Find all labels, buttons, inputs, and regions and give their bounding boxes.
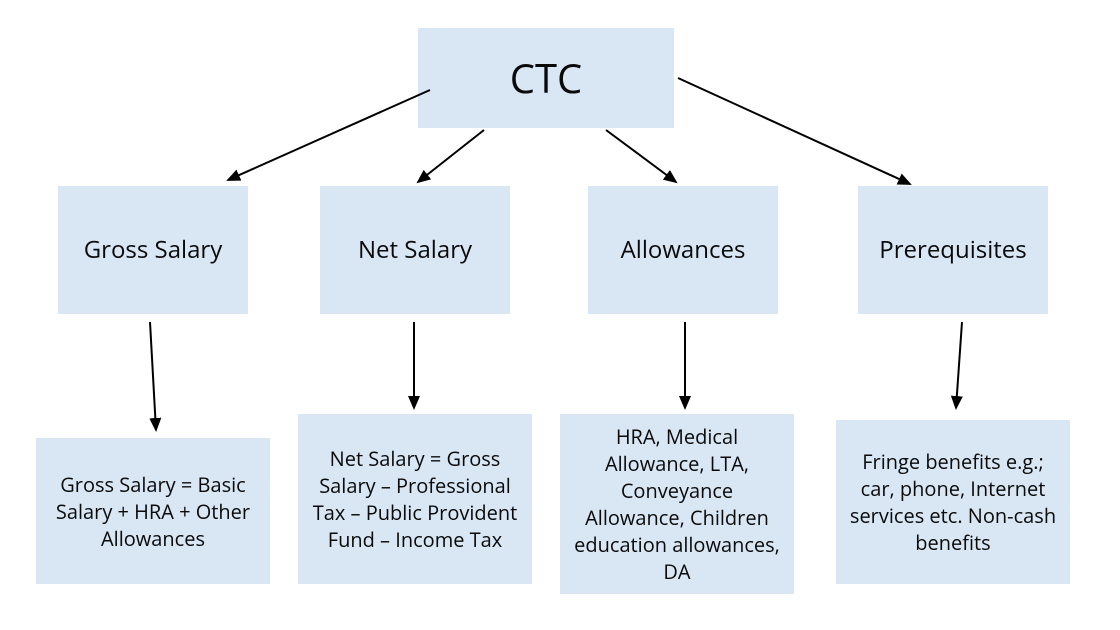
node-gross-salary: Gross Salary [58, 186, 248, 314]
edge-ctc-to-net-salary [418, 130, 484, 182]
node-allowances-detail: HRA, Medical Allowance, LTA, Conveyance … [560, 414, 794, 594]
node-allowances: Allowances [588, 186, 778, 314]
edge-ctc-to-prerequisites [678, 78, 910, 184]
node-prerequisites-label: Prerequisites [879, 234, 1026, 266]
edge-ctc-to-allowances [606, 130, 676, 182]
node-net-salary-label: Net Salary [358, 234, 472, 266]
edge-prerequisites-to-prerequisites-detail [956, 322, 962, 408]
node-prerequisites-detail-label: Fringe benefits e.g.; car, phone, Intern… [846, 448, 1060, 556]
node-prerequisites-detail: Fringe benefits e.g.; car, phone, Intern… [836, 420, 1070, 584]
node-prerequisites: Prerequisites [858, 186, 1048, 314]
edge-gross-salary-to-gross-salary-detail [150, 322, 156, 430]
node-ctc-label: CTC [510, 51, 582, 105]
node-gross-salary-detail: Gross Salary = Basic Salary + HRA + Othe… [36, 438, 270, 584]
node-gross-salary-detail-label: Gross Salary = Basic Salary + HRA + Othe… [46, 471, 260, 552]
edge-ctc-to-gross-salary [228, 90, 430, 180]
node-gross-salary-label: Gross Salary [84, 234, 223, 266]
node-net-salary-detail: Net Salary = Gross Salary – Professional… [298, 414, 532, 584]
node-allowances-label: Allowances [621, 234, 746, 266]
node-net-salary-detail-label: Net Salary = Gross Salary – Professional… [308, 445, 522, 553]
node-ctc: CTC [418, 28, 674, 128]
node-allowances-detail-label: HRA, Medical Allowance, LTA, Conveyance … [570, 423, 784, 585]
node-net-salary: Net Salary [320, 186, 510, 314]
